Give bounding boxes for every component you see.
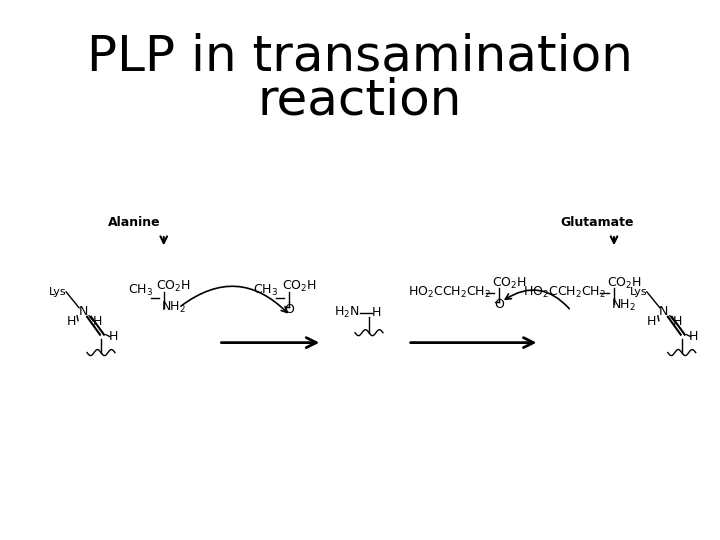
Text: CO$_2$H: CO$_2$H bbox=[282, 279, 317, 294]
Text: Lys: Lys bbox=[50, 287, 67, 297]
Text: HO$_2$CCH$_2$CH$_2$: HO$_2$CCH$_2$CH$_2$ bbox=[408, 285, 491, 300]
Text: Glutamate: Glutamate bbox=[560, 216, 634, 229]
Text: CO$_2$H: CO$_2$H bbox=[606, 276, 642, 292]
Text: HO$_2$CCH$_2$CH$_2$: HO$_2$CCH$_2$CH$_2$ bbox=[523, 285, 606, 300]
Text: N: N bbox=[78, 305, 88, 318]
Text: H: H bbox=[108, 330, 117, 343]
Text: CO$_2$H: CO$_2$H bbox=[492, 276, 527, 292]
Text: reaction: reaction bbox=[258, 77, 462, 125]
Text: H: H bbox=[673, 315, 683, 328]
Text: H: H bbox=[372, 306, 381, 319]
Text: H: H bbox=[66, 315, 76, 328]
Text: H: H bbox=[647, 315, 657, 328]
Text: H$_2$N: H$_2$N bbox=[334, 305, 360, 320]
Text: H: H bbox=[689, 330, 698, 343]
Text: Alanine: Alanine bbox=[107, 216, 160, 229]
Text: Lys: Lys bbox=[630, 287, 648, 297]
Text: CH$_3$: CH$_3$ bbox=[253, 284, 278, 299]
Text: NH$_2$: NH$_2$ bbox=[161, 300, 186, 315]
Text: O: O bbox=[495, 298, 505, 312]
Text: H: H bbox=[92, 315, 102, 328]
Text: N: N bbox=[659, 305, 668, 318]
Text: O: O bbox=[284, 303, 294, 316]
Text: PLP in transamination: PLP in transamination bbox=[87, 32, 633, 80]
Text: NH$_2$: NH$_2$ bbox=[611, 298, 636, 313]
Text: CO$_2$H: CO$_2$H bbox=[156, 279, 191, 294]
Text: CH$_3$: CH$_3$ bbox=[128, 284, 153, 299]
